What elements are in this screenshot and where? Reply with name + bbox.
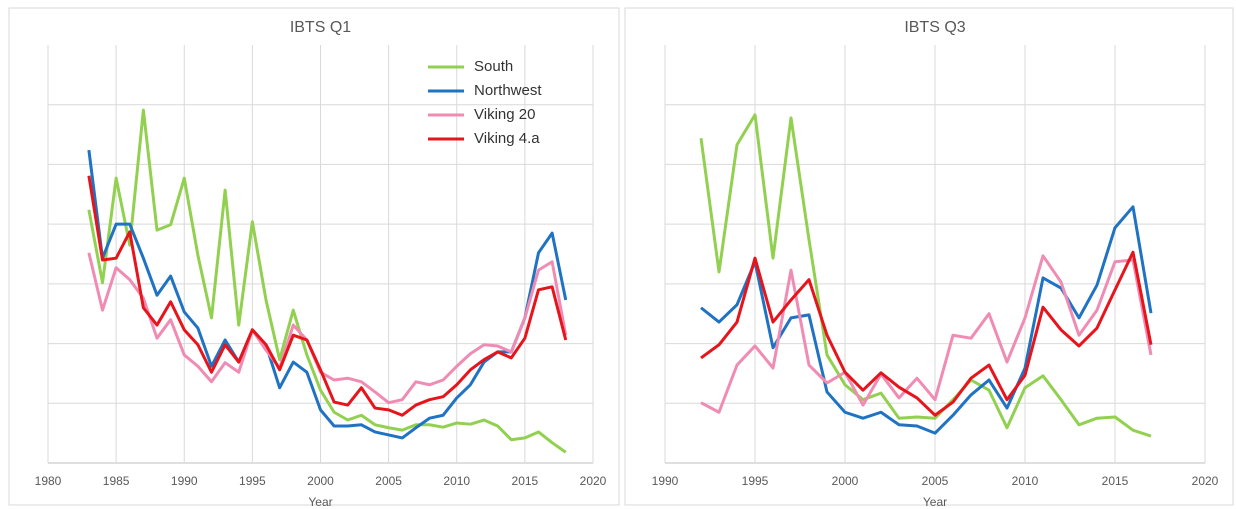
legend-label: South bbox=[474, 58, 513, 75]
x-tick-label: 2005 bbox=[375, 474, 402, 488]
x-tick-label: 1980 bbox=[35, 474, 62, 488]
x-tick-label: 1985 bbox=[103, 474, 130, 488]
data-line bbox=[699, 113, 1152, 438]
legend-label: Viking 4.a bbox=[474, 130, 540, 147]
data-line bbox=[700, 250, 1153, 417]
panel bbox=[624, 7, 1234, 506]
x-tick-label: 2015 bbox=[512, 474, 539, 488]
legend-label: Viking 20 bbox=[474, 106, 535, 123]
x-tick-label: 2010 bbox=[443, 474, 470, 488]
x-tick-label: 2000 bbox=[307, 474, 334, 488]
x-tick-label: 1995 bbox=[239, 474, 266, 488]
data-line bbox=[87, 108, 567, 454]
x-tick-label: 2020 bbox=[1192, 474, 1219, 488]
data-line bbox=[700, 254, 1153, 414]
x-tick-label: 2020 bbox=[580, 474, 607, 488]
chart-title: IBTS Q1 bbox=[290, 19, 351, 36]
x-tick-label: 1990 bbox=[652, 474, 679, 488]
x-tick-label: 2000 bbox=[832, 474, 859, 488]
data-line bbox=[87, 149, 568, 440]
panel bbox=[8, 7, 620, 506]
x-tick-label: 2010 bbox=[1012, 474, 1039, 488]
chart-title: IBTS Q3 bbox=[904, 19, 965, 36]
x-tick-label: 2015 bbox=[1102, 474, 1129, 488]
x-tick-label: 2005 bbox=[922, 474, 949, 488]
legend-label: Northwest bbox=[474, 82, 542, 99]
data-line bbox=[87, 175, 568, 417]
x-tick-label: 1990 bbox=[171, 474, 198, 488]
data-line bbox=[87, 252, 568, 405]
x-axis-label: Year bbox=[308, 495, 332, 509]
data-line bbox=[700, 205, 1153, 435]
x-axis-label: Year bbox=[923, 495, 947, 509]
x-tick-label: 1995 bbox=[742, 474, 769, 488]
